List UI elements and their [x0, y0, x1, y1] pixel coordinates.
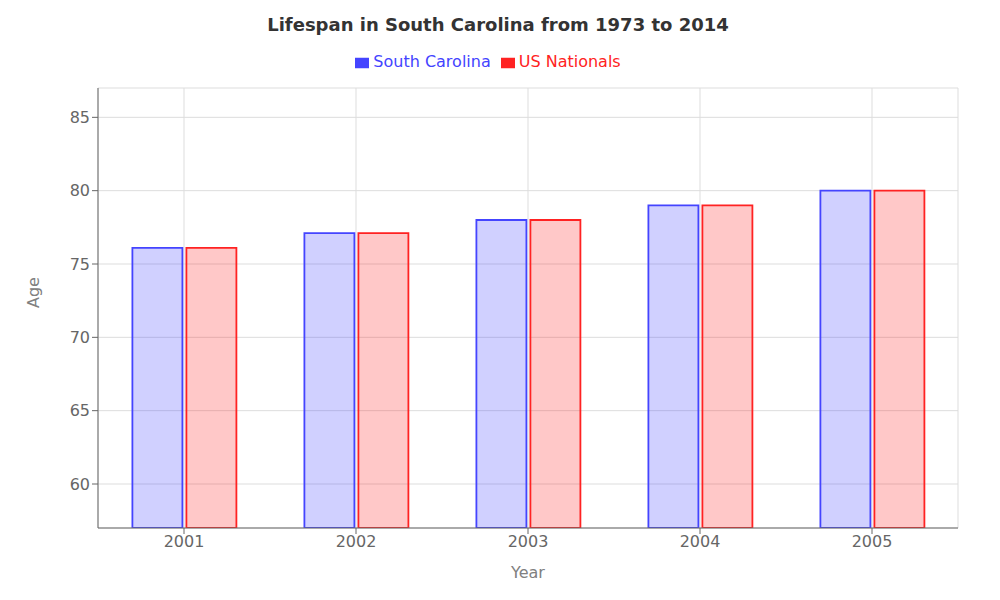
- svg-text:2003: 2003: [508, 532, 549, 551]
- html-text:South Carolina: South Carolina: [373, 52, 491, 71]
- svg-text:Year: Year: [510, 563, 545, 582]
- svg-text:80: 80: [70, 181, 90, 200]
- svg-text:Age: Age: [24, 277, 43, 308]
- svg-text:75: 75: [70, 255, 90, 274]
- svg-text:60: 60: [70, 475, 90, 494]
- svg-text:70: 70: [70, 328, 90, 347]
- svg-text:2002: 2002: [336, 532, 377, 551]
- html-text:Lifespan in South Carolina fro: Lifespan in South Carolina from 1973 to …: [267, 14, 729, 35]
- svg-text:2001: 2001: [164, 532, 205, 551]
- svg-text:2004: 2004: [680, 532, 721, 551]
- html-text:US Nationals: US Nationals: [518, 52, 621, 71]
- svg-text:2005: 2005: [852, 532, 893, 551]
- svg-text:65: 65: [70, 401, 90, 420]
- svg-text:85: 85: [70, 108, 90, 127]
